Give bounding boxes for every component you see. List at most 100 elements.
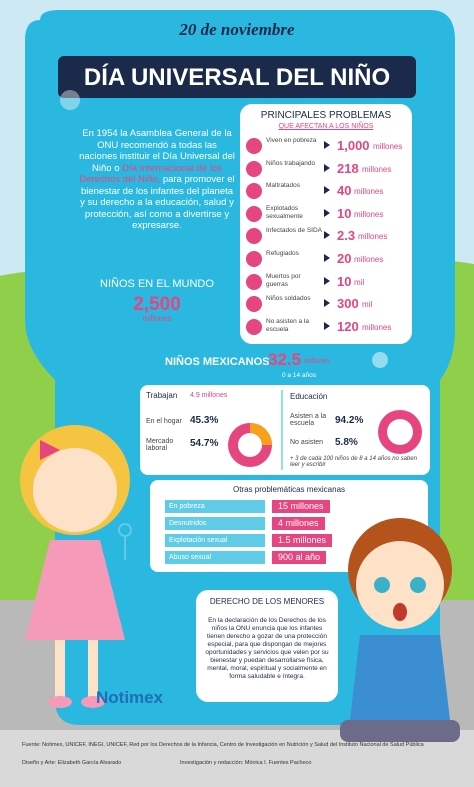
research: Investigación y redacción: Mónica I. Fue… xyxy=(180,760,312,766)
problem-unit: millones xyxy=(354,187,384,197)
other-value: 900 al año xyxy=(272,551,327,564)
others-title: Otras problemáticas mexicanas xyxy=(232,485,346,494)
education-title: Educación xyxy=(290,392,328,401)
problem-row: No asisten a la escuela 120 millones xyxy=(244,317,408,337)
problem-value: 10 xyxy=(337,205,352,221)
problem-arrow xyxy=(324,163,330,172)
education-note: + 3 de cada 100 niños de 8 a 14 años no … xyxy=(290,456,417,468)
design: Diseño y Arte: Elizabeth García Alvarado xyxy=(22,760,122,766)
intro-text: En 1954 la Asamblea General de la ONU re… xyxy=(79,128,235,174)
problem-row: Niños soldados 300 mil xyxy=(244,294,408,314)
other-row: Explotación sexual 1.5 millones xyxy=(165,534,415,548)
problem-row: Niños trabajando 218 millones xyxy=(244,159,408,179)
problem-icon xyxy=(246,318,262,335)
other-row: En pobreza 15 millones xyxy=(165,500,415,514)
other-value: 1.5 millones xyxy=(272,534,333,547)
problems-title: PRINCIPALES PROBLEMAS xyxy=(260,110,392,121)
problem-label: Refugiados xyxy=(266,250,299,257)
problem-arrow xyxy=(324,299,330,308)
problem-icon xyxy=(246,205,262,222)
problem-unit: mil xyxy=(354,277,365,287)
problem-arrow xyxy=(324,276,330,285)
problem-value: 2.3 xyxy=(337,228,356,244)
other-label: Desnutridos xyxy=(165,517,265,530)
education-no-value: 5.8% xyxy=(335,437,358,448)
rights-text: En la declaración de los Derechos de los… xyxy=(205,617,329,680)
problem-row: Infectados de SIDA 2.3 millones xyxy=(244,226,408,246)
problem-value: 120 xyxy=(337,318,359,334)
problem-unit: millones xyxy=(358,232,388,242)
work-home-value: 45.3% xyxy=(190,415,219,426)
intro-highlight: Día Internacional de los Derechos del Ni… xyxy=(79,162,222,186)
mexico-value: 32.5 xyxy=(268,350,302,369)
problem-value: 218 xyxy=(337,160,359,176)
problem-label: Maltratados xyxy=(266,182,300,190)
problem-row: Maltratados 40 millones xyxy=(244,181,408,201)
problem-label: No asisten a la escuela xyxy=(266,317,309,333)
title: DÍA UNIVERSAL DEL NIÑO xyxy=(83,64,391,91)
mexico-unit: millones xyxy=(304,358,330,365)
problem-arrow xyxy=(324,321,330,330)
problem-label: Muertos por guerras xyxy=(266,272,301,288)
problem-value: 10 xyxy=(337,273,352,289)
other-label: Explotación sexual xyxy=(165,534,265,547)
problem-label: Niños soldados xyxy=(266,295,311,303)
work-value: 4.9 millones xyxy=(190,392,228,399)
world-label: NIÑOS EN EL MUNDO xyxy=(100,278,214,290)
problem-unit: millones xyxy=(373,142,403,151)
problem-arrow xyxy=(324,186,330,195)
world-value: 2,500 xyxy=(133,294,181,315)
problem-value: 40 xyxy=(337,183,352,199)
problem-row: Explotados sexualmente 10 millones xyxy=(244,204,408,224)
work-title: Trabajan xyxy=(146,391,178,400)
problem-arrow xyxy=(324,231,330,240)
education-no-label: No asisten xyxy=(290,439,324,446)
problem-value: 1,000 xyxy=(337,138,370,153)
brand: Notimex xyxy=(96,688,164,707)
problem-icon xyxy=(246,296,262,313)
problem-label: Viven en pobreza xyxy=(266,137,317,144)
other-value: 4 millones xyxy=(272,517,325,530)
other-row: Desnutridos 4 millones xyxy=(165,517,415,531)
problem-unit: millones xyxy=(354,255,384,264)
problem-unit: millones xyxy=(362,164,392,174)
education-yes-label: Asisten a la escuela xyxy=(290,413,327,427)
problem-arrow xyxy=(324,254,330,262)
problem-arrow xyxy=(324,208,330,217)
intro-rest: para promover el bienestar de los infant… xyxy=(80,174,235,231)
other-label: Abuso sexual xyxy=(165,551,265,564)
mexico-label: NIÑOS MEXICANOS xyxy=(165,356,270,368)
problems-subtitle: QUE AFECTAN A LOS NIÑOS xyxy=(278,123,374,130)
problem-row: Refugiados 20 millones xyxy=(244,249,408,269)
problem-label: Niños trabajando xyxy=(266,159,316,167)
problem-row: Muertos por guerras 10 mil xyxy=(244,272,408,292)
world-unit: millones xyxy=(142,314,172,323)
problem-row: Viven en pobreza 1,000 millones xyxy=(244,136,408,156)
problem-icon xyxy=(246,228,262,245)
problem-unit: millones xyxy=(354,209,384,219)
problem-icon xyxy=(246,138,262,154)
mexico-age: 0 a 14 años xyxy=(282,372,316,379)
problem-arrow xyxy=(324,141,330,149)
problem-label: Infectados de SIDA xyxy=(266,227,323,235)
work-market-value: 54.7% xyxy=(190,438,219,449)
problem-value: 300 xyxy=(337,296,359,312)
date: 20 de noviembre xyxy=(179,20,295,39)
work-home-label: En el hogar xyxy=(146,418,182,425)
problem-icon xyxy=(246,183,262,200)
work-market-label: Mercado laboral xyxy=(146,438,174,452)
other-value: 15 millones xyxy=(272,500,330,513)
intro: En 1954 la Asamblea General de la ONU re… xyxy=(78,128,236,232)
problem-label: Explotados sexualmente xyxy=(266,204,303,220)
problem-icon xyxy=(246,273,262,290)
problem-icon xyxy=(246,160,262,177)
problem-value: 20 xyxy=(337,251,352,266)
education-yes-value: 94.2% xyxy=(335,415,364,426)
rights-title: DERECHO DE LOS MENORES xyxy=(209,597,325,606)
problem-unit: mil xyxy=(362,300,373,310)
other-label: En pobreza xyxy=(165,500,265,513)
problem-icon xyxy=(246,251,262,267)
source: Fuente: Notimex, UNICEF, INEGI, UNICEF, … xyxy=(22,742,424,748)
